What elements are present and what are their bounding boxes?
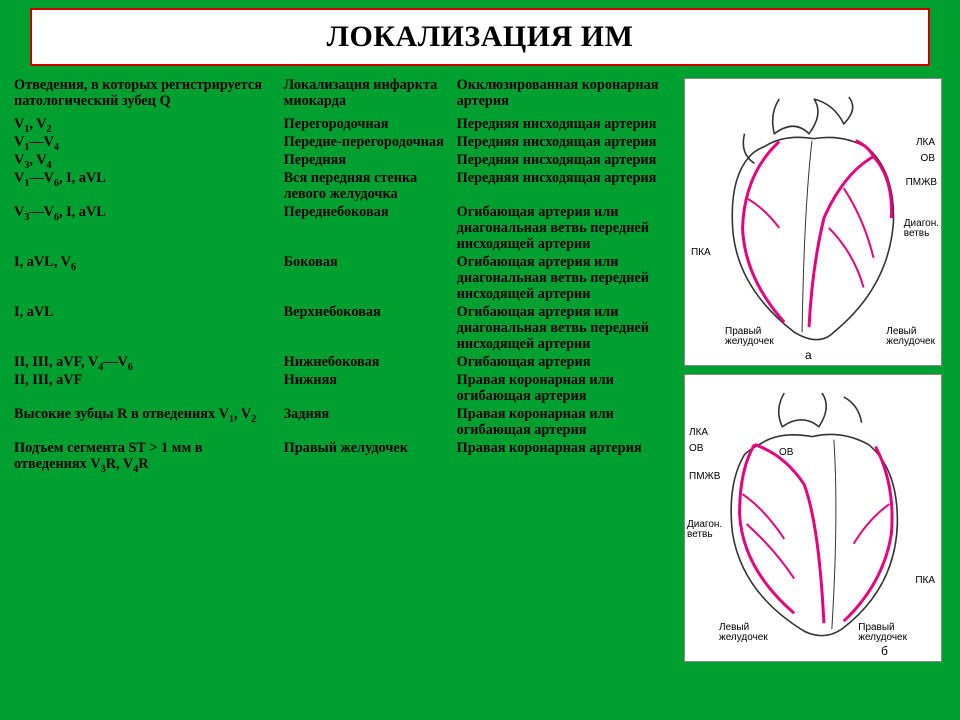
label-pka-b: ПКА bbox=[915, 575, 935, 586]
label-pmzv-b: ПМЖВ bbox=[689, 471, 720, 482]
label-rv: Правыйжелудочек bbox=[725, 327, 774, 347]
cell-localization: Передне-перегородочная bbox=[284, 133, 457, 151]
cell-leads: II, III, aVF, V4—V6 bbox=[14, 353, 284, 371]
cell-leads: V3, V4 bbox=[14, 151, 284, 169]
table-body: V1, V2ПерегородочнаяПередняя нисходящая … bbox=[14, 115, 678, 473]
table-row: V3, V4ПередняяПередняя нисходящая артери… bbox=[14, 151, 678, 169]
label-ov-b: ОВ bbox=[689, 443, 703, 454]
heart-anterior-svg bbox=[685, 79, 941, 365]
cell-localization: Переднебоковая bbox=[284, 203, 457, 253]
table-row: Подъем сегмента ST > 1 мм в отведениях V… bbox=[14, 439, 678, 473]
cell-artery: Передняя нисходящая артерия bbox=[457, 133, 678, 151]
table-row: II, III, aVF, V4—V6НижнебоковаяОгибающая… bbox=[14, 353, 678, 371]
cell-localization: Нижняя bbox=[284, 371, 457, 405]
table-header-row: Отведения, в которых регистрируется пато… bbox=[14, 76, 678, 115]
cell-leads: II, III, aVF bbox=[14, 371, 284, 405]
cell-localization: Задняя bbox=[284, 405, 457, 439]
header-leads: Отведения, в которых регистрируется пато… bbox=[14, 76, 284, 115]
slide-title: ЛОКАЛИЗАЦИЯ ИМ bbox=[32, 20, 928, 54]
cell-leads: Высокие зубцы R в отведениях V1, V2 bbox=[14, 405, 284, 439]
cell-localization: Нижнебоковая bbox=[284, 353, 457, 371]
cell-localization: Верхнебоковая bbox=[284, 303, 457, 353]
cell-leads: I, aVL, V6 bbox=[14, 253, 284, 303]
label-lka: ЛКА bbox=[916, 137, 935, 148]
table-row: V1—V6, I, aVLВся передняя стенка левого … bbox=[14, 169, 678, 203]
label-lv-b: Левыйжелудочек bbox=[719, 623, 768, 643]
cell-artery: Огибающая артерия bbox=[457, 353, 678, 371]
localization-table: Отведения, в которых регистрируется пато… bbox=[14, 76, 678, 473]
label-pmzv: ПМЖВ bbox=[906, 177, 937, 188]
table-area: Отведения, в которых регистрируется пато… bbox=[14, 76, 684, 662]
cell-artery: Передняя нисходящая артерия bbox=[457, 115, 678, 133]
cell-artery: Правая коронарная артерия bbox=[457, 439, 678, 473]
label-pka: ПКА bbox=[691, 247, 711, 258]
table-row: I, aVLВерхнебоковаяОгибающая артерия или… bbox=[14, 303, 678, 353]
cell-localization: Вся передняя стенка левого желудочка bbox=[284, 169, 457, 203]
cell-artery: Передняя нисходящая артерия bbox=[457, 169, 678, 203]
title-box: ЛОКАЛИЗАЦИЯ ИМ bbox=[30, 8, 930, 66]
cell-artery: Правая коронарная или огибающая артерия bbox=[457, 405, 678, 439]
cell-localization: Перегородочная bbox=[284, 115, 457, 133]
figure-a-letter: а bbox=[805, 348, 812, 362]
cell-leads: I, aVL bbox=[14, 303, 284, 353]
label-diag-b: Диагон.ветвь bbox=[687, 520, 722, 540]
cell-artery: Правая коронарная или огибающая артерия bbox=[457, 371, 678, 405]
cell-leads: V1—V4 bbox=[14, 133, 284, 151]
cell-localization: Боковая bbox=[284, 253, 457, 303]
figures-column: ЛКА ОВ ПМЖВ Диагон.ветвь ПКА Правыйжелуд… bbox=[684, 76, 946, 662]
label-ov: ОВ bbox=[921, 153, 935, 164]
table-row: I, aVL, V6БоковаяОгибающая артерия или д… bbox=[14, 253, 678, 303]
cell-localization: Правый желудочек bbox=[284, 439, 457, 473]
cell-artery: Огибающая артерия или диагональная ветвь… bbox=[457, 303, 678, 353]
figure-b-letter: б bbox=[881, 644, 888, 658]
table-row: II, III, aVFНижняяПравая коронарная или … bbox=[14, 371, 678, 405]
slide: ЛОКАЛИЗАЦИЯ ИМ Отведения, в которых реги… bbox=[0, 0, 960, 720]
figure-b: ЛКА ОВ ОВ ПМЖВ Диагон.ветвь ПКА Левыйжел… bbox=[684, 374, 942, 662]
cell-artery: Огибающая артерия или диагональная ветвь… bbox=[457, 203, 678, 253]
label-rv-b: Правыйжелудочек bbox=[858, 623, 907, 643]
cell-leads: V1, V2 bbox=[14, 115, 284, 133]
table-row: V1, V2ПерегородочнаяПередняя нисходящая … bbox=[14, 115, 678, 133]
table-row: Высокие зубцы R в отведениях V1, V2Задня… bbox=[14, 405, 678, 439]
label-lv: Левыйжелудочек bbox=[886, 327, 935, 347]
cell-localization: Передняя bbox=[284, 151, 457, 169]
label-lka-b: ЛКА bbox=[689, 427, 708, 438]
header-artery: Окклюзированная коронарная артерия bbox=[457, 76, 678, 115]
label-diag: Диагон.ветвь bbox=[904, 219, 939, 239]
heart-posterior-svg bbox=[685, 375, 941, 661]
cell-artery: Огибающая артерия или диагональная ветвь… bbox=[457, 253, 678, 303]
cell-artery: Передняя нисходящая артерия bbox=[457, 151, 678, 169]
header-localization: Локализация инфаркта миокарда bbox=[284, 76, 457, 115]
content-row: Отведения, в которых регистрируется пато… bbox=[10, 76, 950, 662]
figure-a: ЛКА ОВ ПМЖВ Диагон.ветвь ПКА Правыйжелуд… bbox=[684, 78, 942, 366]
cell-leads: V1—V6, I, aVL bbox=[14, 169, 284, 203]
cell-leads: V3—V6, I, aVL bbox=[14, 203, 284, 253]
label-ov2-b: ОВ bbox=[779, 447, 793, 458]
cell-leads: Подъем сегмента ST > 1 мм в отведениях V… bbox=[14, 439, 284, 473]
table-row: V1—V4Передне-перегородочнаяПередняя нисх… bbox=[14, 133, 678, 151]
table-row: V3—V6, I, aVLПереднебоковаяОгибающая арт… bbox=[14, 203, 678, 253]
